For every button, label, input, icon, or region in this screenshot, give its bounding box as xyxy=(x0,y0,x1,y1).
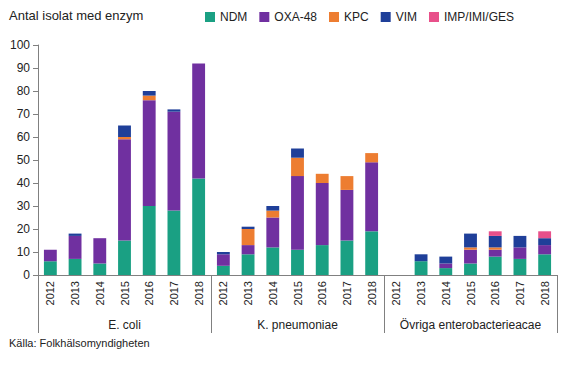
svg-text:2016: 2016 xyxy=(316,281,328,305)
svg-text:10: 10 xyxy=(17,245,31,259)
svg-text:2013: 2013 xyxy=(415,281,427,305)
svg-text:2018: 2018 xyxy=(366,281,378,305)
svg-text:2016: 2016 xyxy=(489,281,501,305)
svg-text:2015: 2015 xyxy=(465,281,477,305)
svg-text:2012: 2012 xyxy=(390,281,402,305)
svg-text:E. coli: E. coli xyxy=(108,318,141,332)
svg-text:2014: 2014 xyxy=(94,281,106,305)
svg-text:2012: 2012 xyxy=(44,281,56,305)
svg-text:IMP/IMI/GES: IMP/IMI/GES xyxy=(444,10,514,24)
svg-text:50: 50 xyxy=(17,153,31,167)
svg-text:KPC: KPC xyxy=(344,10,369,24)
svg-text:2013: 2013 xyxy=(242,281,254,305)
svg-text:2012: 2012 xyxy=(217,281,229,305)
svg-text:2014: 2014 xyxy=(440,281,452,305)
svg-text:30: 30 xyxy=(17,199,31,213)
svg-text:NDM: NDM xyxy=(220,10,247,24)
svg-text:Övriga enterobacterieacae: Övriga enterobacterieacae xyxy=(400,318,542,332)
svg-text:100: 100 xyxy=(10,38,30,52)
svg-text:2014: 2014 xyxy=(267,281,279,305)
svg-text:20: 20 xyxy=(17,222,31,236)
svg-text:2015: 2015 xyxy=(119,281,131,305)
svg-text:Källa: Folkhälsomyndigheten: Källa: Folkhälsomyndigheten xyxy=(9,337,150,349)
svg-text:2015: 2015 xyxy=(292,281,304,305)
svg-text:Antal isolat med enzym: Antal isolat med enzym xyxy=(9,8,143,23)
svg-text:2018: 2018 xyxy=(193,281,205,305)
svg-text:60: 60 xyxy=(17,130,31,144)
svg-text:2017: 2017 xyxy=(168,281,180,305)
svg-text:40: 40 xyxy=(17,176,31,190)
svg-text:OXA-48: OXA-48 xyxy=(274,10,317,24)
svg-text:K. pneumoniae: K. pneumoniae xyxy=(257,318,338,332)
svg-text:2017: 2017 xyxy=(341,281,353,305)
svg-text:2018: 2018 xyxy=(539,281,551,305)
svg-text:80: 80 xyxy=(17,84,31,98)
svg-text:2016: 2016 xyxy=(143,281,155,305)
svg-text:0: 0 xyxy=(23,268,30,282)
svg-text:2013: 2013 xyxy=(69,281,81,305)
svg-text:70: 70 xyxy=(17,107,31,121)
svg-text:VIM: VIM xyxy=(396,10,417,24)
svg-text:2017: 2017 xyxy=(514,281,526,305)
svg-text:90: 90 xyxy=(17,61,31,75)
